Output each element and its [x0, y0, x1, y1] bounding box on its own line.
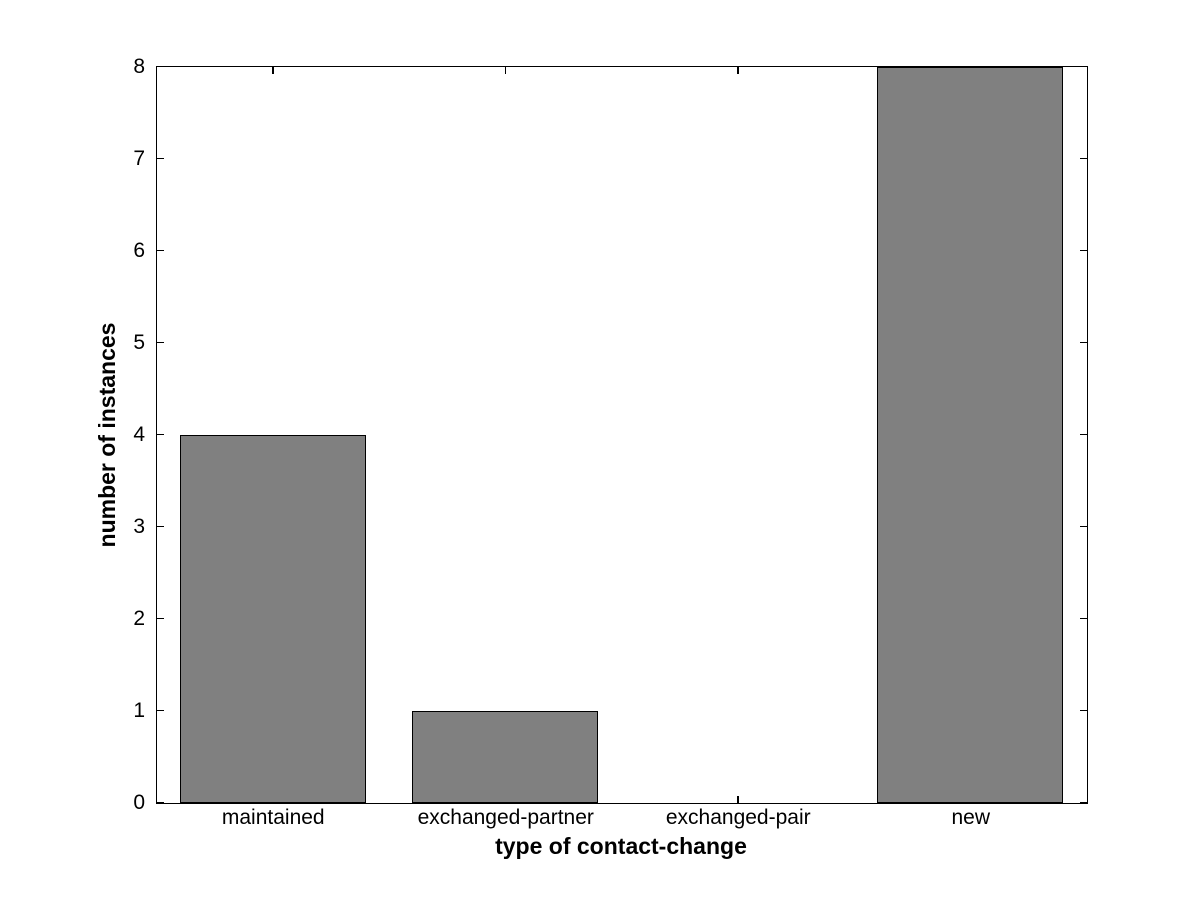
x-tick-label: exchanged-partner: [417, 806, 594, 829]
y-tick-mark: [156, 525, 164, 528]
y-tick-mark: [1079, 157, 1087, 160]
y-axis-label: number of instances: [94, 322, 120, 548]
y-tick-mark: [1079, 65, 1087, 68]
y-tick-mark: [1079, 709, 1087, 712]
y-tick-mark: [1079, 525, 1087, 528]
y-tick-label: 5: [133, 331, 145, 354]
y-tick-mark: [156, 617, 164, 620]
y-tick-mark: [156, 709, 164, 712]
y-tick-mark: [156, 801, 164, 804]
y-tick-mark: [1079, 249, 1087, 252]
y-tick-mark: [1079, 433, 1087, 436]
x-tick-mark: [737, 795, 739, 803]
y-tick-mark: [156, 65, 164, 68]
y-tick-label: 7: [133, 147, 145, 170]
y-tick-mark: [156, 157, 164, 160]
y-tick-label: 4: [133, 423, 145, 446]
bar-exchanged-partner: [412, 710, 599, 803]
y-tick-mark: [156, 341, 164, 344]
plot-area: [155, 65, 1088, 804]
bar-maintained: [179, 434, 366, 803]
x-tick-label: new: [951, 806, 991, 829]
y-tick-label: 3: [133, 515, 145, 538]
x-tick-mark: [737, 66, 739, 74]
y-tick-label: 2: [133, 607, 145, 630]
y-tick-mark: [1079, 617, 1087, 620]
y-tick-label: 1: [133, 699, 145, 722]
y-tick-label: 6: [133, 239, 145, 262]
y-tick-mark: [1079, 341, 1087, 344]
y-tick-label: 0: [133, 791, 145, 814]
bar-new: [877, 66, 1064, 803]
y-tick-mark: [1079, 801, 1087, 804]
x-axis-label: type of contact-change: [495, 833, 747, 859]
y-tick-label: 8: [133, 55, 145, 78]
y-tick-mark: [156, 249, 164, 252]
y-tick-mark: [156, 433, 164, 436]
x-tick-mark: [272, 66, 274, 74]
x-tick-label: exchanged-pair: [665, 806, 811, 829]
x-tick-label: maintained: [221, 806, 325, 829]
x-tick-mark: [504, 66, 506, 74]
